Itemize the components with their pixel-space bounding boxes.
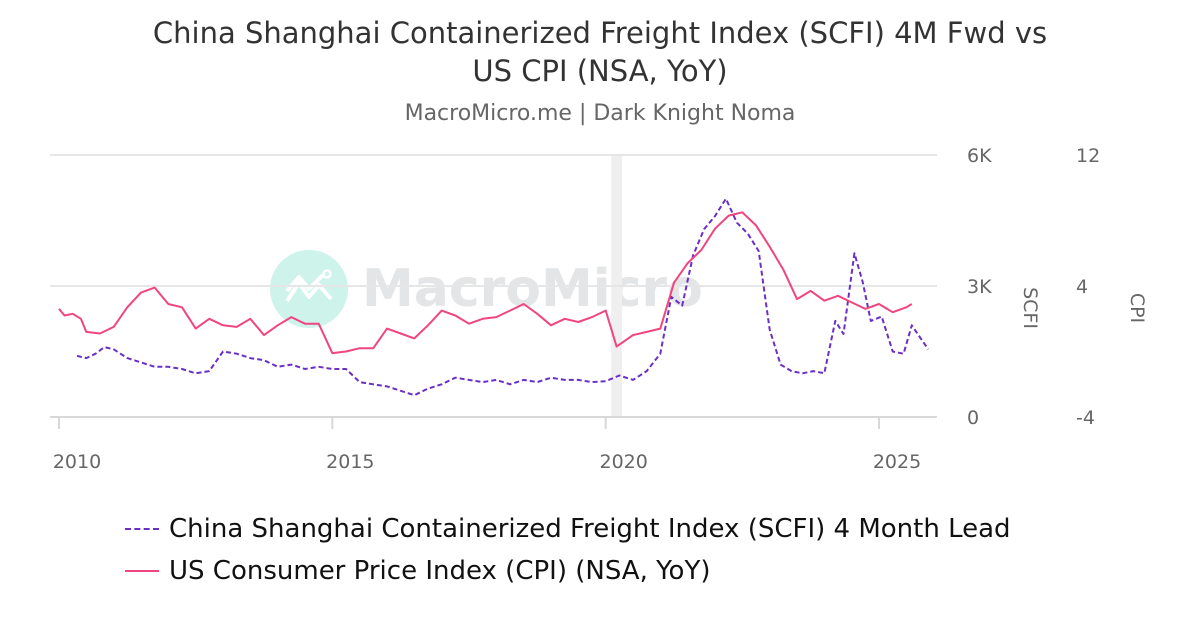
- legend-label-cpi: US Consumer Price Index (CPI) (NSA, YoY): [169, 556, 711, 586]
- x-axis: 2010 2015 2020 2025: [53, 417, 921, 473]
- legend-item-cpi[interactable]: US Consumer Price Index (CPI) (NSA, YoY): [125, 550, 1011, 592]
- x-tick-label: 2010: [53, 451, 101, 473]
- y-tick-label-scfi: 6K: [967, 145, 992, 167]
- solid-line-swatch-icon: [125, 570, 159, 572]
- y-tick-label-scfi: 0: [967, 407, 979, 429]
- y-tick-label-cpi: 12: [1076, 145, 1100, 167]
- y-tick-label-cpi: 4: [1076, 276, 1088, 298]
- legend-label-scfi: China Shanghai Containerized Freight Ind…: [169, 514, 1011, 544]
- y-axis-title-cpi: CPI: [1126, 293, 1148, 323]
- y-tick-label-cpi: -4: [1076, 407, 1095, 429]
- scfi-line: [76, 197, 930, 397]
- legend: China Shanghai Containerized Freight Ind…: [125, 508, 1011, 592]
- x-tick-label: 2020: [599, 451, 647, 473]
- chart-title-line-1: China Shanghai Containerized Freight Ind…: [152, 16, 1048, 50]
- dashed-line-swatch-icon: [125, 528, 159, 530]
- gridlines: [50, 154, 937, 418]
- legend-item-scfi[interactable]: China Shanghai Containerized Freight Ind…: [125, 508, 1011, 550]
- y-tick-label-scfi: 3K: [967, 276, 992, 298]
- series-lines: [58, 197, 930, 397]
- cpi-line: [58, 211, 913, 355]
- chart-title-line-2: US CPI (NSA, YoY): [472, 54, 728, 88]
- chart-subtitle: MacroMicro.me | Dark Knight Noma: [404, 101, 796, 126]
- x-tick-label: 2015: [326, 451, 374, 473]
- chart-title: China Shanghai Containerized Freight Ind…: [0, 14, 1200, 90]
- y-axes: 0 3K 6K SCFI -4 4 12 CPI: [967, 145, 1148, 429]
- y-axis-title-scfi: SCFI: [1019, 287, 1041, 329]
- x-tick-label: 2025: [873, 451, 921, 473]
